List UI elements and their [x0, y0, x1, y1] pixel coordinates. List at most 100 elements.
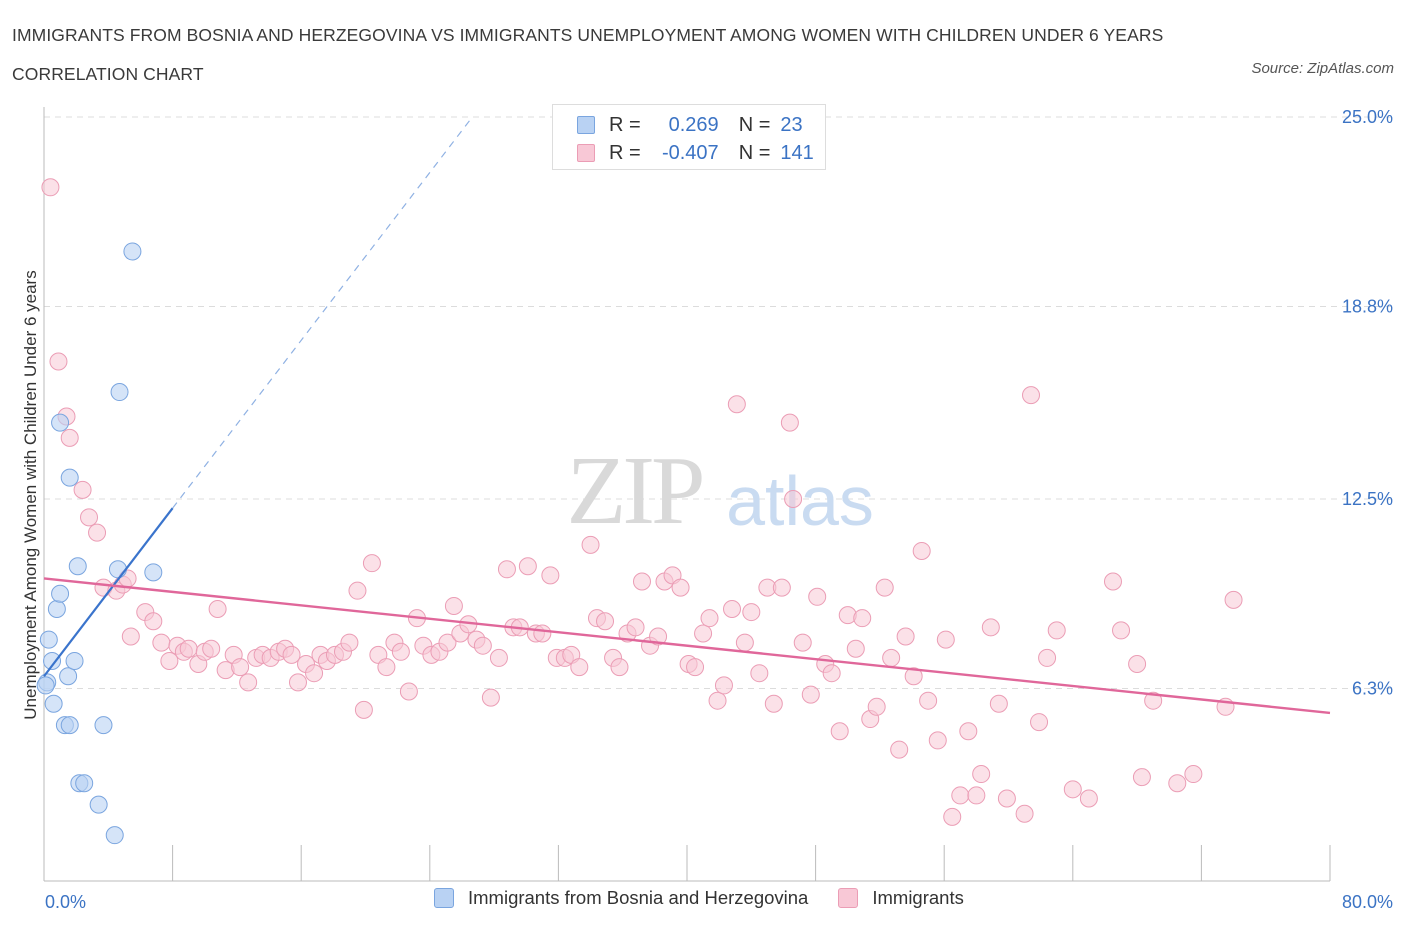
bosnia-point — [44, 694, 63, 713]
immigrants-point — [1038, 648, 1057, 667]
immigrants-point — [686, 658, 705, 677]
chart-title: IMMIGRANTS FROM BOSNIA AND HERZEGOVINA V… — [12, 25, 1164, 84]
immigrants-point — [875, 578, 894, 597]
bosnia-point — [39, 630, 58, 649]
watermark-zip: ZIP — [567, 437, 702, 545]
immigrants-point — [208, 600, 227, 619]
immigrants-point — [742, 603, 761, 622]
immigrants-point — [354, 700, 373, 719]
y-tick-label: 6.3% — [1352, 678, 1393, 698]
tick-labels: 6.3% 12.5% 18.8% 25.0% 0.0% 80.0% — [45, 107, 1393, 912]
immigrants-point — [912, 541, 931, 560]
immigrants-point — [772, 578, 791, 597]
y-axis-label: Unemployment Among Women with Children U… — [21, 270, 40, 720]
immigrants-point — [438, 633, 457, 652]
immigrants-point — [1047, 621, 1066, 640]
immigrants-point — [581, 535, 600, 554]
r-label: R = — [609, 113, 641, 136]
bosnia-trend-line — [43, 507, 174, 677]
immigrants-point — [121, 627, 140, 646]
axes — [43, 107, 1331, 882]
immigrants-point — [727, 395, 746, 414]
immigrants-point — [997, 789, 1016, 808]
immigrants-point — [533, 624, 552, 643]
y-tick-label: 25.0% — [1342, 107, 1393, 127]
immigrants-point — [239, 673, 258, 692]
legend-item-immigrants: Immigrants — [838, 887, 964, 909]
immigrants-point — [1184, 765, 1203, 784]
immigrants-point — [632, 572, 651, 591]
immigrants-point — [362, 554, 381, 573]
immigrants-point — [671, 578, 690, 597]
pink-swatch — [838, 888, 859, 908]
immigrants-point — [959, 722, 978, 741]
immigrants-point — [951, 786, 970, 805]
immigrants-point — [989, 694, 1008, 713]
immigrants-point — [473, 636, 492, 655]
immigrants-point — [936, 630, 955, 649]
series-legend: Immigrants from Bosnia and Herzegovina I… — [434, 887, 994, 909]
immigrants-point — [541, 566, 560, 585]
bosnia-point — [144, 563, 163, 582]
immigrants-point — [489, 648, 508, 667]
bosnia-point — [110, 383, 129, 402]
immigrants-point — [750, 664, 769, 683]
immigrants-point — [88, 523, 107, 542]
immigrants-point — [694, 624, 713, 643]
bosnia-point — [43, 651, 62, 670]
bosnia-point — [68, 557, 87, 576]
immigrants-point — [497, 560, 516, 579]
bosnia-point — [75, 774, 94, 793]
bosnia-point — [65, 651, 84, 670]
immigrants-point — [853, 609, 872, 628]
legend-item-bosnia: Immigrants from Bosnia and Herzegovina — [434, 887, 808, 909]
immigrants-point — [981, 618, 1000, 637]
immigrants-point — [943, 807, 962, 826]
blue-swatch — [434, 888, 454, 908]
y-tick-label: 18.8% — [1342, 296, 1393, 316]
n-value: 23 — [780, 113, 803, 136]
immigrants-point — [340, 633, 359, 652]
immigrants-point — [391, 642, 410, 661]
immigrants-point — [808, 587, 827, 606]
bosnia-point — [51, 413, 70, 432]
y-tick-label: 12.5% — [1342, 489, 1393, 509]
bosnia-point — [51, 584, 70, 603]
immigrants-point — [144, 612, 163, 631]
immigrants-point — [444, 596, 463, 615]
legend-label: Immigrants — [872, 887, 964, 908]
immigrants-point — [1168, 774, 1187, 793]
legend-row-immigrants: R = -0.407 N = 141 — [577, 139, 814, 167]
immigrants-point — [1079, 789, 1098, 808]
n-value: 141 — [780, 141, 814, 164]
immigrants-point — [1144, 691, 1163, 710]
immigrants-point — [714, 676, 733, 695]
immigrants-point — [596, 612, 615, 631]
immigrants-point — [890, 740, 909, 759]
immigrants-point — [708, 691, 727, 710]
immigrants-point — [967, 786, 986, 805]
bosnia-trend-extension — [172, 119, 471, 509]
immigrants-point — [348, 581, 367, 600]
immigrants-point — [73, 480, 92, 499]
n-label: N = — [738, 113, 771, 136]
immigrants-point — [399, 682, 418, 701]
immigrants-points — [41, 178, 1243, 826]
immigrants-point — [1128, 655, 1147, 674]
immigrants-point — [793, 633, 812, 652]
immigrants-point — [801, 685, 820, 704]
immigrants-point — [626, 618, 645, 637]
immigrants-point — [1103, 572, 1122, 591]
immigrants-point — [700, 609, 719, 628]
correlation-legend: R = 0.269 N = 23 R = -0.407 N = 141 — [552, 104, 826, 170]
bosnia-point — [89, 795, 108, 814]
immigrants-point — [41, 178, 60, 197]
immigrants-point — [882, 648, 901, 667]
immigrants-point — [784, 490, 803, 508]
bosnia-point — [94, 716, 113, 735]
immigrants-point — [481, 688, 500, 707]
immigrants-point — [649, 627, 668, 646]
immigrants-point — [1022, 386, 1041, 405]
bosnia-point — [60, 468, 79, 487]
